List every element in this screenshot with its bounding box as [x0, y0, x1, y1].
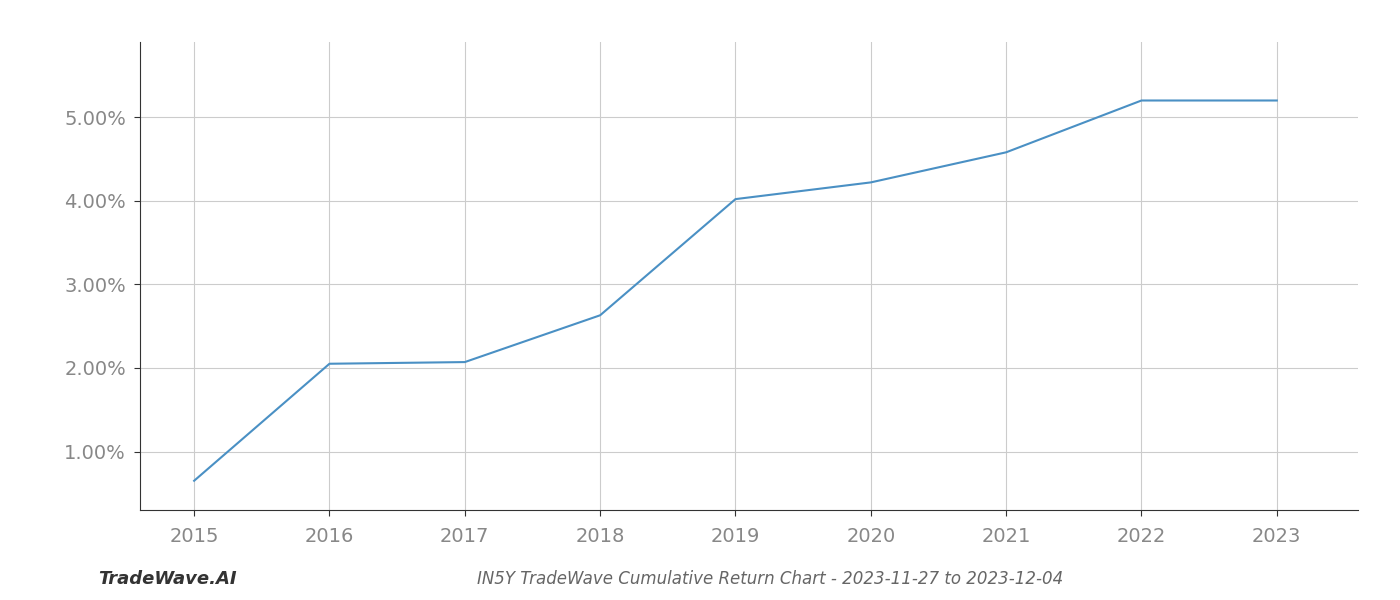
Text: TradeWave.AI: TradeWave.AI [98, 570, 237, 588]
Text: IN5Y TradeWave Cumulative Return Chart - 2023-11-27 to 2023-12-04: IN5Y TradeWave Cumulative Return Chart -… [477, 570, 1063, 588]
